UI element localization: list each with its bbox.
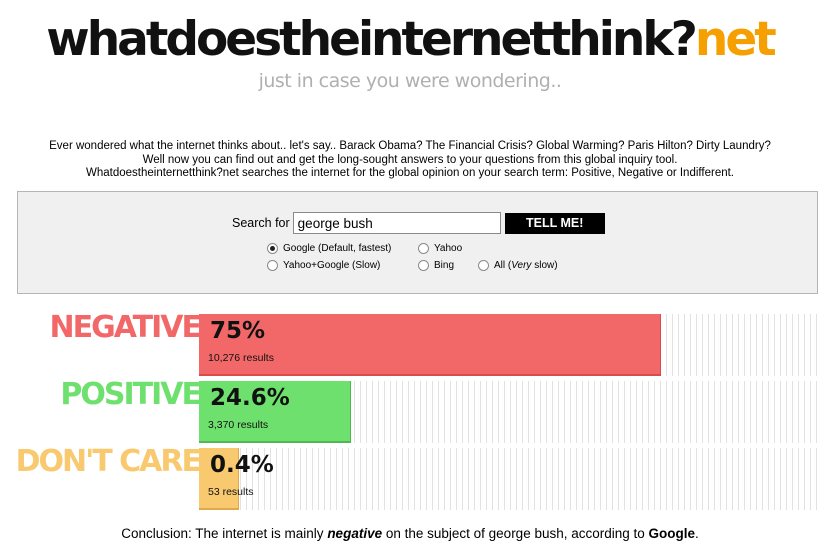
result-track-dont-care: [199, 448, 820, 510]
engine-label-yahoo: Yahoo: [434, 243, 463, 254]
conclusion-engine: Google: [648, 526, 696, 541]
result-track-negative: [199, 314, 820, 376]
engine-label-all: All (Very slow): [494, 260, 558, 271]
radio-yahoo-google[interactable]: [267, 260, 278, 271]
result-percent-positive: 24.6%: [210, 385, 290, 411]
result-percent-dont-care: 0.4%: [210, 452, 274, 478]
intro-line: Ever wondered what the internet thinks a…: [49, 140, 771, 152]
conclusion-middle: on the subject of george bush, according…: [382, 526, 649, 541]
conclusion-sentiment: negative: [327, 526, 383, 541]
result-label-negative: NEGATIVE: [49, 310, 202, 345]
engine-option-yahoo-google[interactable]: Yahoo+Google (Slow): [267, 260, 380, 271]
engine-option-all[interactable]: All (Very slow): [478, 260, 558, 271]
site-logo[interactable]: whatdoestheinternetthink?net: [0, 12, 820, 68]
engine-label-all-prefix: All (: [494, 260, 512, 271]
radio-all[interactable]: [478, 260, 489, 271]
result-count-dont-care: 53 results: [208, 486, 254, 498]
engine-label-all-suffix: slow): [531, 260, 558, 271]
engine-option-yahoo[interactable]: Yahoo: [418, 243, 462, 254]
radio-bing[interactable]: [418, 260, 429, 271]
intro-text: Ever wondered what the internet thinks a…: [0, 140, 820, 181]
logo-tld-text: net: [694, 12, 777, 67]
tell-me-button[interactable]: TELL ME!: [504, 212, 605, 234]
result-percent-negative: 75%: [210, 318, 266, 344]
engine-label-bing: Bing: [434, 260, 455, 271]
result-count-negative: 10,276 results: [208, 352, 274, 364]
radio-yahoo[interactable]: [418, 243, 429, 254]
radio-google[interactable]: [267, 243, 278, 254]
logo-main-text: whatdoestheinternetthink?: [46, 12, 698, 67]
intro-line: Well now you can find out and get the lo…: [142, 153, 678, 166]
result-label-dont-care: DON'T CARE: [15, 444, 202, 479]
conclusion-text: Conclusion: The internet is mainly negat…: [0, 526, 820, 541]
engine-label-yahoo-google: Yahoo+Google (Slow): [283, 260, 381, 271]
engine-option-bing[interactable]: Bing: [418, 260, 454, 271]
result-label-positive: POSITIVE: [60, 377, 202, 412]
result-row-positive: POSITIVE 24.6% 3,370 results: [0, 377, 820, 443]
result-bar-positive: [199, 381, 351, 443]
engine-label-all-em: Very: [511, 260, 532, 271]
result-bar-dont-care: [199, 448, 239, 510]
search-input[interactable]: [292, 212, 501, 234]
result-count-positive: 3,370 results: [208, 419, 269, 431]
tagline: just in case you were wondering..: [258, 70, 562, 92]
result-row-negative: NEGATIVE 75% 10,276 results: [0, 310, 820, 376]
search-label: Search for: [232, 216, 290, 230]
conclusion-prefix: Conclusion: The internet is mainly: [121, 526, 328, 541]
search-panel: Search for TELL ME! Google (Default, fas…: [17, 191, 818, 294]
search-row: Search for TELL ME!: [232, 212, 605, 234]
result-row-dont-care: DON'T CARE 0.4% 53 results: [0, 444, 820, 510]
engine-option-google[interactable]: Google (Default, fastest): [267, 243, 391, 254]
result-track-positive: [199, 381, 820, 443]
conclusion-suffix: .: [695, 526, 699, 541]
intro-line: Whatdoestheinternetthink?net searches th…: [86, 167, 734, 179]
engine-label-google: Google (Default, fastest): [283, 243, 392, 254]
result-bar-negative: [199, 314, 661, 376]
